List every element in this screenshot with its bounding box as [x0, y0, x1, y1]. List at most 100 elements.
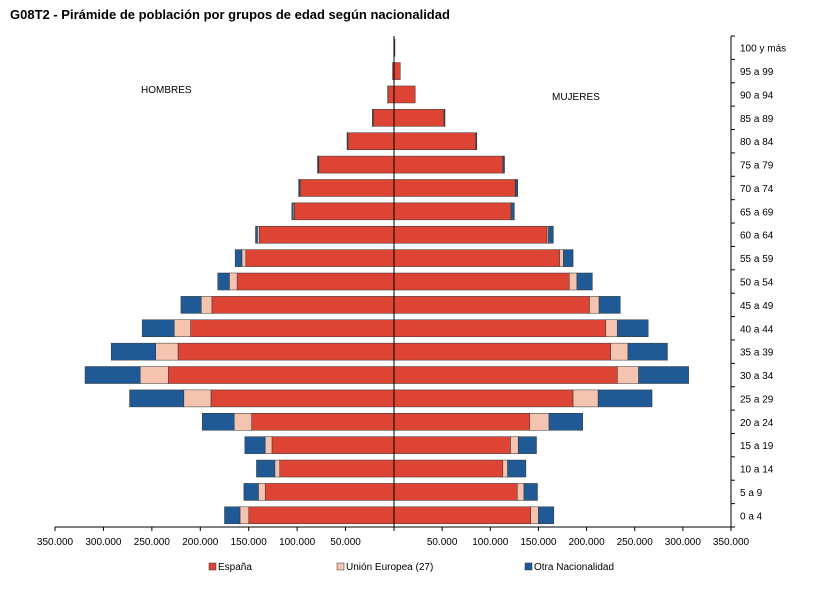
bar-men-0-a-4-series-1 [239, 506, 249, 525]
bar-men-50-a-54-series-0 [236, 272, 395, 291]
bar-women-35-a-39-series-0 [393, 342, 611, 361]
bar-women-55-a-59-series-0 [393, 249, 560, 267]
bar-women-80-a-84-series-2 [475, 132, 478, 150]
bar-men-25-a-29-series-0 [210, 389, 395, 408]
bar-men-0-a-4-series-2 [224, 506, 241, 525]
bar-women-35-a-39-series-1 [610, 342, 629, 361]
bar-men-15-a-19-series-2 [244, 436, 266, 454]
y-tick-label: 80 a 84 [740, 137, 774, 148]
bar-women-5-a-9-series-0 [393, 483, 518, 501]
bar-men-25-a-29-series-1 [183, 389, 212, 408]
x-tick-label: 350.000 [713, 537, 750, 548]
x-tick-label: 350.000 [37, 537, 74, 548]
bar-men-10-a-14-series-1 [274, 459, 280, 478]
bar-women-50-a-54-series-1 [568, 272, 578, 291]
x-tick-label: 250.000 [617, 537, 654, 548]
bar-men-50-a-54-series-2 [217, 272, 230, 291]
bar-men-60-a-64-series-2 [255, 225, 258, 244]
bar-women-40-a-44-series-2 [617, 319, 649, 338]
legend-label-2: Otra Nacionalidad [534, 562, 614, 573]
bar-women-20-a-24-series-0 [393, 413, 531, 431]
bar-women-80-a-84-series-0 [393, 132, 477, 150]
bar-men-70-a-74-series-0 [299, 179, 395, 197]
legend-swatch-1 [336, 562, 345, 571]
bar-women-25-a-29-series-0 [393, 389, 574, 408]
bar-men-40-a-44-series-2 [141, 319, 175, 338]
bar-women-0-a-4-series-1 [530, 506, 539, 525]
bar-women-30-a-34-series-0 [393, 366, 618, 384]
x-tick-label: 200.000 [568, 537, 605, 548]
bar-women-75-a-79-series-0 [393, 155, 504, 174]
bar-men-55-a-59-series-0 [245, 249, 395, 267]
legend-swatch-2 [524, 562, 533, 571]
y-tick-label: 55 a 59 [740, 254, 774, 265]
x-tick-label: 150.000 [231, 537, 268, 548]
bar-women-45-a-49-series-0 [393, 296, 590, 314]
bar-men-80-a-84-series-0 [347, 132, 395, 150]
y-tick-label: 5 a 9 [740, 488, 763, 499]
bar-men-5-a-9-series-0 [264, 483, 395, 501]
bar-men-60-a-64-series-0 [259, 225, 395, 244]
bar-women-15-a-19-series-2 [517, 436, 537, 454]
y-tick-label: 25 a 29 [740, 394, 774, 405]
bar-men-35-a-39-series-1 [155, 342, 179, 361]
bar-women-60-a-64-series-2 [548, 225, 554, 244]
bar-men-25-a-29-series-2 [129, 389, 185, 408]
bar-men-5-a-9-series-1 [258, 483, 266, 501]
bar-women-40-a-44-series-0 [393, 319, 607, 338]
bar-women-50-a-54-series-0 [393, 272, 570, 291]
x-tick-label: 250.000 [134, 537, 171, 548]
x-tick-label: 100.000 [472, 537, 509, 548]
bar-women-55-a-59-series-1 [559, 249, 564, 267]
bar-women-85-a-89-series-0 [393, 109, 445, 127]
x-tick-label: 50.000 [330, 537, 361, 548]
bar-women-65-a-69-series-0 [393, 202, 511, 221]
bar-men-35-a-39-series-2 [110, 342, 156, 361]
bar-women-95-a-99-series-0 [393, 62, 401, 80]
bar-men-65-a-69-series-2 [291, 202, 294, 221]
y-tick-label: 95 a 99 [740, 67, 774, 78]
bar-men-65-a-69-series-0 [293, 202, 395, 221]
bar-women-25-a-29-series-2 [597, 389, 653, 408]
bar-men-10-a-14-series-2 [256, 459, 276, 478]
bar-men-5-a-9-series-2 [243, 483, 259, 501]
bar-men-80-a-84-series-2 [346, 132, 349, 150]
y-tick-label: 20 a 24 [740, 418, 774, 429]
bar-men-70-a-74-series-2 [298, 179, 300, 197]
bar-men-20-a-24-series-2 [201, 413, 235, 431]
chart-title: G08T2 - Pirámide de población por grupos… [10, 7, 450, 22]
bar-women-40-a-44-series-1 [605, 319, 618, 338]
bar-men-40-a-44-series-1 [173, 319, 191, 338]
bar-women-50-a-54-series-2 [576, 272, 593, 291]
bar-women-10-a-14-series-2 [507, 459, 527, 478]
bar-men-85-a-89-series-2 [372, 109, 374, 127]
bar-men-15-a-19-series-1 [264, 436, 273, 454]
x-tick-label: 200.000 [182, 537, 219, 548]
bar-women-15-a-19-series-0 [393, 436, 511, 454]
bar-women-45-a-49-series-2 [598, 296, 621, 314]
bar-men-45-a-49-series-1 [201, 296, 213, 314]
bar-men-85-a-89-series-0 [372, 109, 395, 127]
y-tick-label: 40 a 44 [740, 324, 774, 335]
legend-swatch-0 [208, 562, 217, 571]
y-tick-label: 15 a 19 [740, 441, 774, 452]
legend: España Unión Europea (27) Otra Nacionalida… [208, 562, 614, 573]
bar-men-30-a-34-series-0 [168, 366, 395, 384]
bar-men-55-a-59-series-2 [234, 249, 243, 267]
y-tick-label: 50 a 54 [740, 278, 774, 289]
bar-men-50-a-54-series-1 [229, 272, 238, 291]
bar-women-35-a-39-series-2 [627, 342, 668, 361]
bar-men-35-a-39-series-0 [177, 342, 395, 361]
bar-men-75-a-79-series-2 [317, 155, 319, 174]
x-tick-label: 300.000 [665, 537, 702, 548]
x-tick-label: 100.000 [279, 537, 316, 548]
y-tick-label: 90 a 94 [740, 90, 774, 101]
bar-women-30-a-34-series-2 [638, 366, 689, 384]
bar-women-10-a-14-series-1 [502, 459, 508, 478]
x-tick-label: 300.000 [85, 537, 122, 548]
y-tick-label: 65 a 69 [740, 207, 774, 218]
bar-women-90-a-94-series-0 [393, 85, 416, 104]
y-tick-label: 60 a 64 [740, 231, 774, 242]
bar-men-55-a-59-series-1 [241, 249, 247, 267]
